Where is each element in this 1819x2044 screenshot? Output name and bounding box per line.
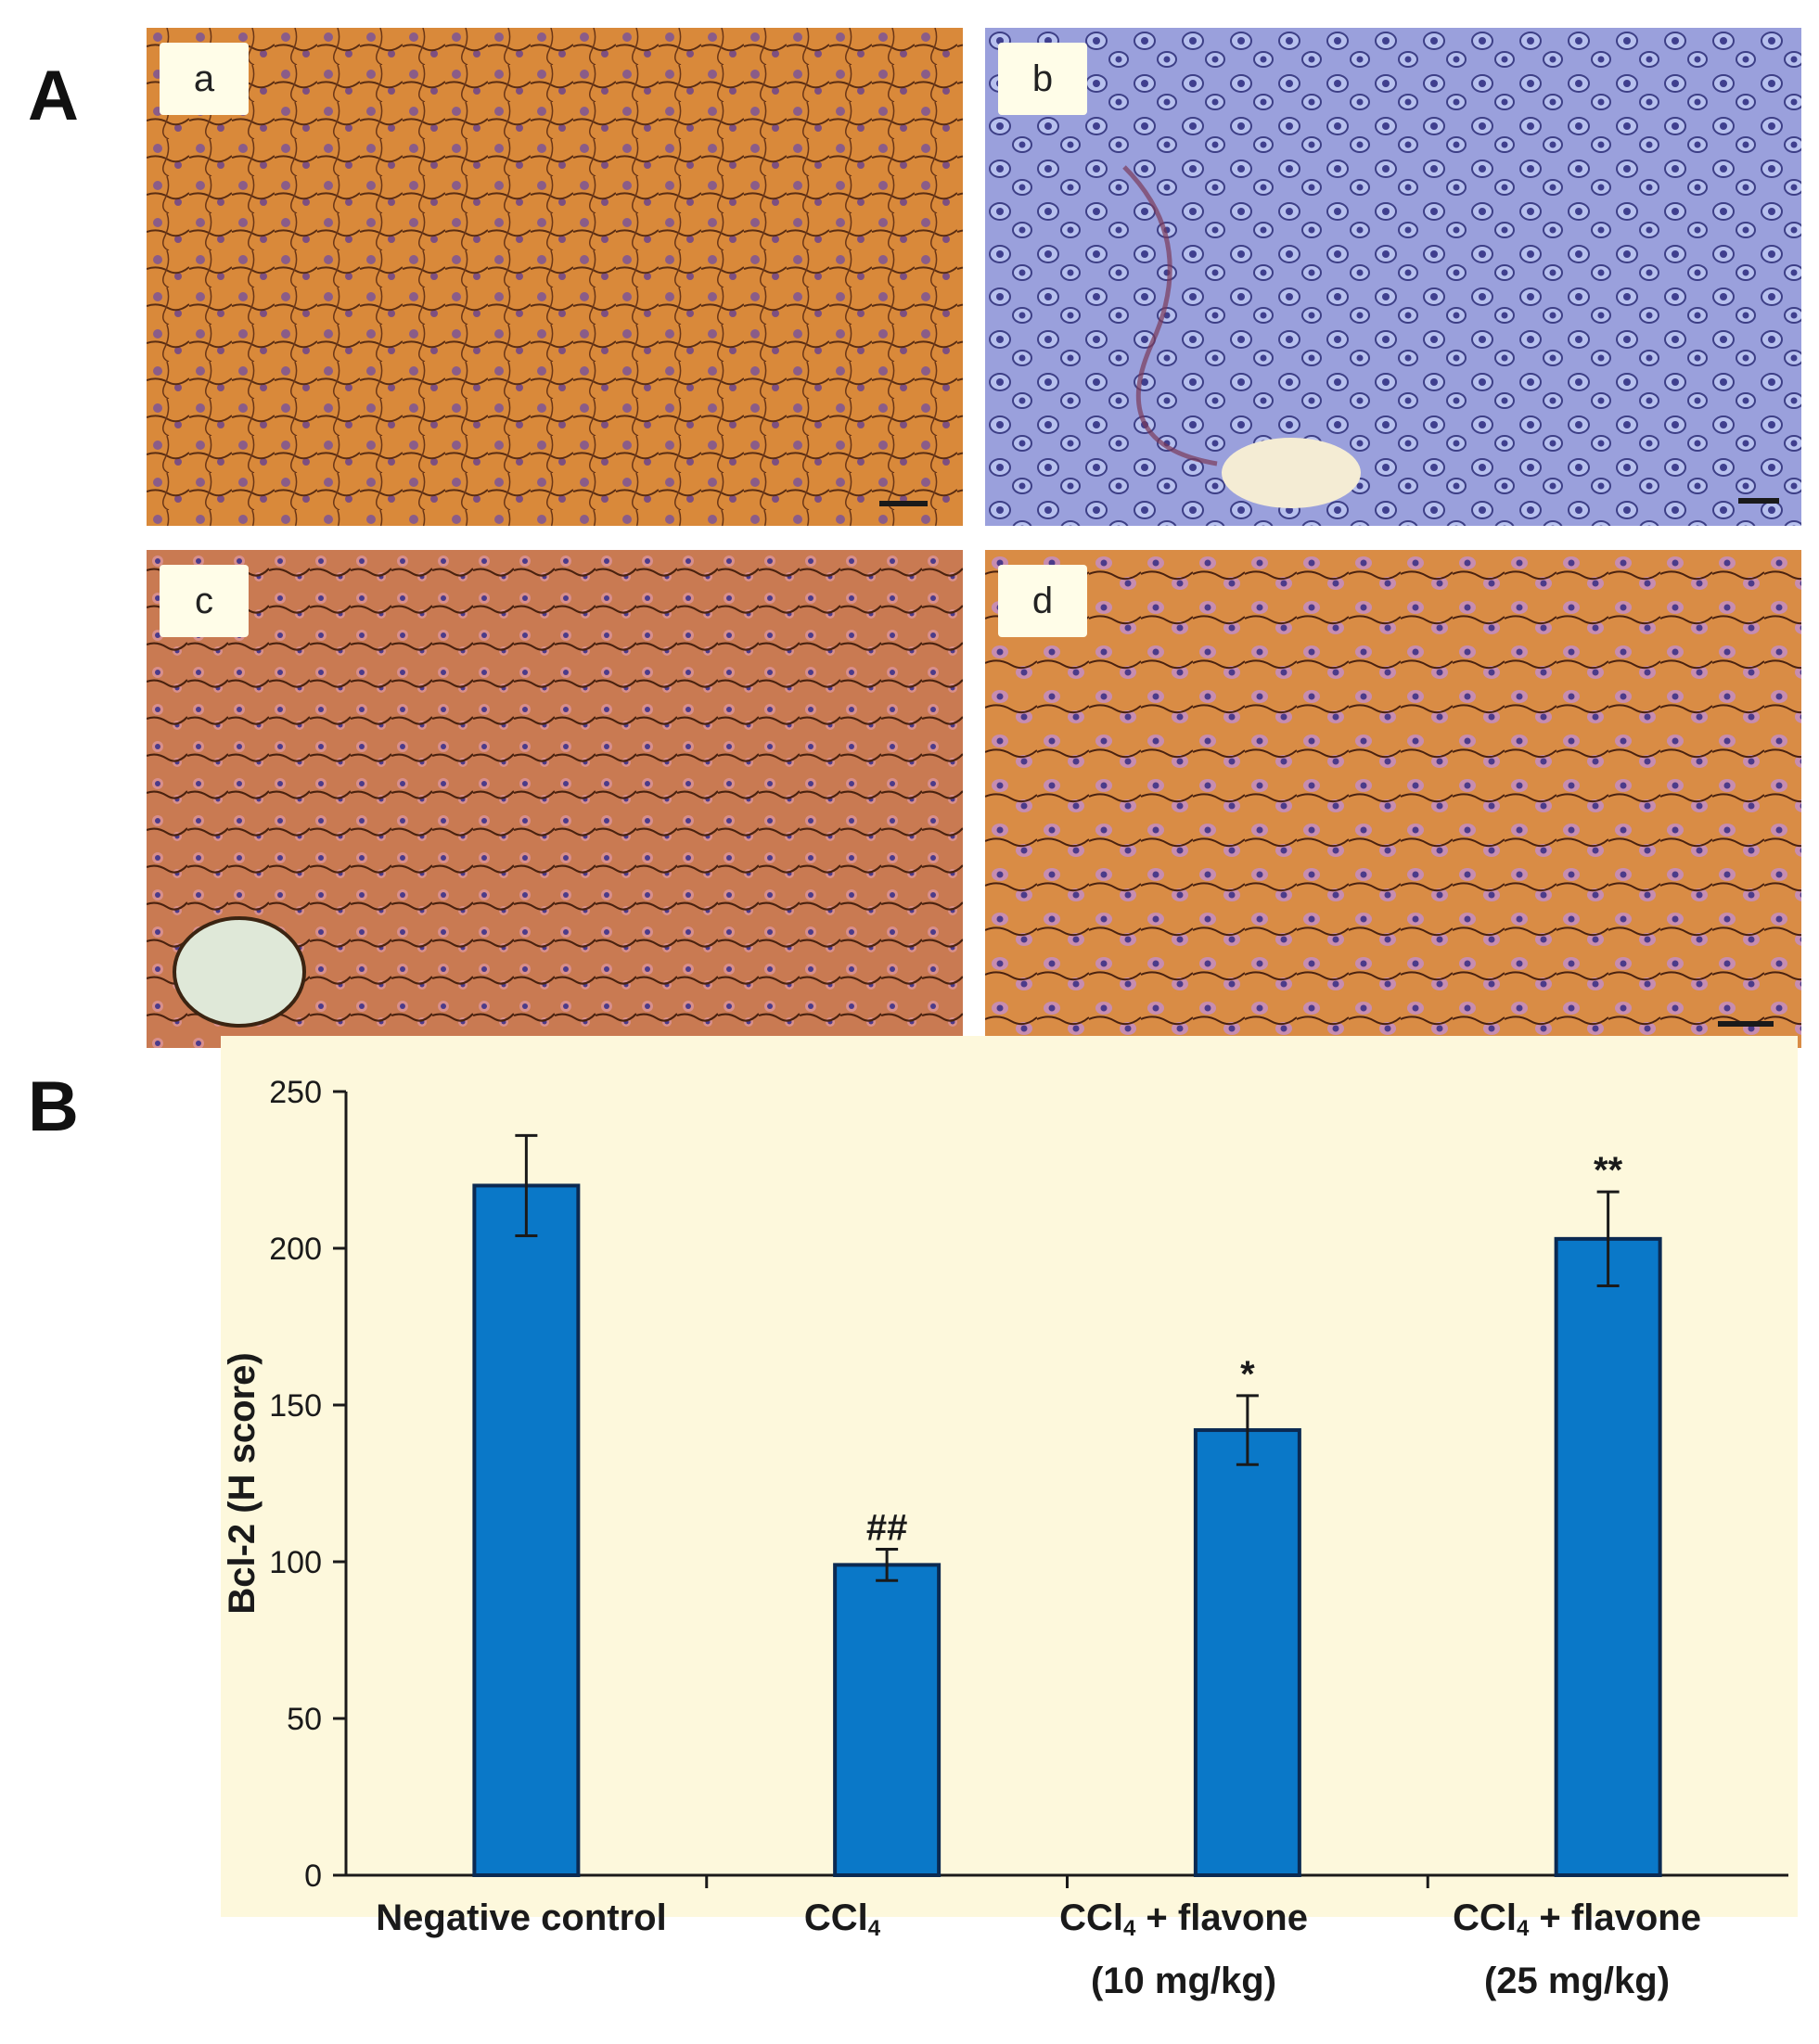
x-label-text: CCl [803, 1897, 868, 1938]
y-tick-label: 0 [304, 1859, 322, 1894]
micrograph-c: c [147, 550, 963, 1048]
micrograph-b-label: b [998, 43, 1087, 115]
bar [833, 1563, 942, 1877]
micrograph-d: d [985, 550, 1801, 1048]
bar [1554, 1236, 1662, 1878]
x-label-text: + flavone [1529, 1897, 1701, 1938]
x-label-ccl4-flavone-25: CCl4 + flavone (25 mg/kg) [1382, 1892, 1772, 2007]
y-tick-label: 200 [269, 1232, 322, 1267]
micrograph-d-texture [985, 550, 1801, 1048]
significance-annotation: * [1240, 1354, 1255, 1395]
micrograph-d-label: d [998, 565, 1087, 637]
x-label-text: Negative control [376, 1897, 667, 1938]
significance-annotation: ** [1594, 1150, 1623, 1191]
micrograph-a-label: a [160, 43, 249, 115]
x-label-negative-control: Negative control [327, 1892, 716, 1944]
scale-bar [1718, 1021, 1774, 1027]
y-axis-label: Bcl-2 (H score) [222, 1352, 263, 1614]
scale-bar [879, 501, 928, 506]
y-tick-label: 250 [269, 1075, 322, 1110]
y-tick-label: 150 [269, 1388, 322, 1424]
significance-annotation: ## [866, 1507, 908, 1548]
x-label-subscript: 4 [1516, 1916, 1530, 1941]
micrograph-c-label: c [160, 565, 249, 637]
y-tick-label: 100 [269, 1545, 322, 1580]
x-label-subscript: 4 [1122, 1916, 1136, 1941]
bar [472, 1183, 581, 1877]
axes: 0 50 100 150 200 250 [269, 1075, 1788, 1894]
panel-label-B: B [28, 1067, 79, 1146]
x-label-dose: (10 mg/kg) [1090, 1961, 1277, 2001]
bars-group: ##*** [472, 1133, 1662, 1878]
micrograph-a-texture [147, 28, 963, 526]
micrograph-b-texture [985, 28, 1801, 526]
x-label-ccl4-flavone-10: CCl4 + flavone (10 mg/kg) [989, 1892, 1378, 2007]
y-tick-label: 50 [287, 1702, 322, 1737]
micrograph-c-texture [147, 550, 963, 1048]
x-label-dose: (25 mg/kg) [1483, 1961, 1671, 2001]
x-label-text: + flavone [1135, 1897, 1308, 1938]
micrograph-b: b [985, 28, 1801, 526]
x-label-ccl4: CCl4 [647, 1892, 1037, 1955]
x-label-text: CCl [1059, 1897, 1123, 1938]
panel-label-A: A [28, 57, 79, 135]
scale-bar [1738, 498, 1779, 504]
micrograph-a: a [147, 28, 963, 526]
bar [1193, 1428, 1301, 1877]
x-label-subscript: 4 [867, 1916, 881, 1941]
x-label-text: CCl [1453, 1897, 1517, 1938]
